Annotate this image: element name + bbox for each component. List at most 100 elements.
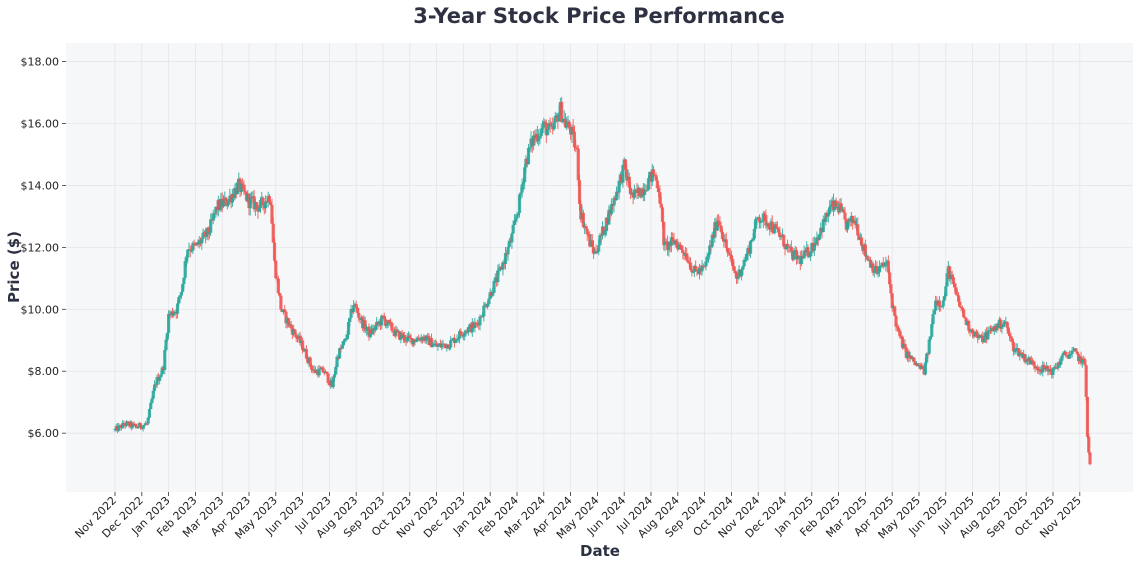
candle: [1087, 433, 1091, 455]
candle-body: [501, 262, 505, 270]
candle-body: [760, 221, 764, 223]
candle: [165, 331, 169, 343]
candle-body: [646, 178, 651, 190]
candle: [688, 257, 693, 271]
candle: [492, 280, 496, 294]
candle-body: [1084, 365, 1088, 397]
candle: [1080, 358, 1084, 368]
candle-body: [999, 319, 1003, 329]
candle: [654, 172, 658, 182]
candle: [179, 291, 183, 300]
candle: [1048, 365, 1053, 373]
candle-body: [598, 235, 602, 246]
candle: [796, 251, 800, 264]
candle-body: [621, 164, 625, 183]
candle-body: [704, 261, 708, 267]
candle-body: [685, 253, 689, 261]
candle-body: [242, 184, 246, 191]
candle-body: [808, 252, 813, 256]
candle: [1043, 367, 1047, 373]
candle-body: [188, 249, 192, 251]
candle-body: [542, 121, 546, 128]
candle-body: [417, 338, 421, 340]
candle: [614, 186, 619, 201]
candle-body: [888, 272, 892, 285]
candle-body: [294, 334, 298, 338]
candle-body: [1032, 361, 1036, 366]
candle-body: [301, 340, 305, 351]
candle-body: [907, 351, 911, 358]
candle: [383, 316, 388, 329]
candle-body: [255, 202, 259, 206]
candle: [279, 293, 283, 312]
candle-body: [834, 200, 838, 208]
candle-body: [457, 331, 462, 339]
candle-body: [138, 423, 143, 428]
candle-body: [147, 409, 152, 418]
candle-body: [625, 170, 629, 181]
candle: [1002, 320, 1007, 328]
candle-body: [440, 344, 444, 348]
candle: [1019, 349, 1023, 354]
candle-body: [548, 123, 552, 126]
candle-body: [602, 226, 606, 235]
candle: [283, 304, 287, 313]
candle-body: [415, 338, 420, 341]
candle: [175, 300, 180, 319]
candle: [304, 345, 309, 360]
y-axis-label: Price ($): [5, 231, 23, 303]
candle-body: [442, 343, 446, 345]
candle-body: [894, 315, 898, 327]
candle-body: [705, 256, 709, 262]
candle-body: [340, 345, 344, 349]
candle-body: [932, 310, 936, 314]
candle: [331, 375, 335, 389]
candle-body: [614, 191, 619, 200]
candle-body: [1016, 348, 1021, 356]
candle-body: [487, 298, 491, 305]
candle-body: [201, 232, 205, 239]
candle-body: [718, 221, 722, 226]
candle: [759, 218, 763, 229]
candle: [732, 262, 736, 273]
candle: [651, 165, 656, 179]
candle-body: [751, 238, 755, 240]
candle: [700, 260, 704, 276]
candle-body: [124, 421, 129, 426]
candle: [884, 256, 888, 272]
candle: [364, 324, 369, 336]
candle-body: [829, 204, 833, 208]
candle-body: [931, 313, 935, 325]
candle-body: [546, 129, 550, 136]
candle-body: [971, 329, 975, 334]
candle-body: [561, 119, 565, 122]
y-tick-label: $14.00: [21, 179, 60, 192]
candle-body: [263, 201, 268, 209]
candle-body: [645, 189, 649, 192]
candle-body: [389, 322, 393, 324]
candle-body: [1013, 350, 1017, 352]
candle: [741, 265, 745, 275]
candle-body: [394, 329, 398, 336]
candle-body: [729, 255, 733, 259]
candle-body: [948, 266, 952, 280]
candle-body: [1065, 354, 1069, 357]
candle-body: [345, 334, 349, 339]
candle-body: [182, 277, 186, 285]
candle: [643, 183, 647, 201]
candle: [163, 346, 167, 375]
candle-body: [773, 224, 777, 233]
candle: [794, 247, 799, 265]
candle: [782, 233, 786, 248]
candle: [1011, 339, 1016, 356]
candle-body: [159, 374, 163, 378]
candle: [628, 181, 633, 200]
candle: [348, 317, 352, 327]
candle-body: [963, 317, 967, 319]
candle-body: [474, 322, 478, 324]
candle: [1033, 361, 1037, 373]
candle-body: [577, 180, 582, 204]
candle-body: [412, 339, 416, 345]
candle-body: [958, 301, 962, 307]
candle-body: [632, 189, 637, 198]
